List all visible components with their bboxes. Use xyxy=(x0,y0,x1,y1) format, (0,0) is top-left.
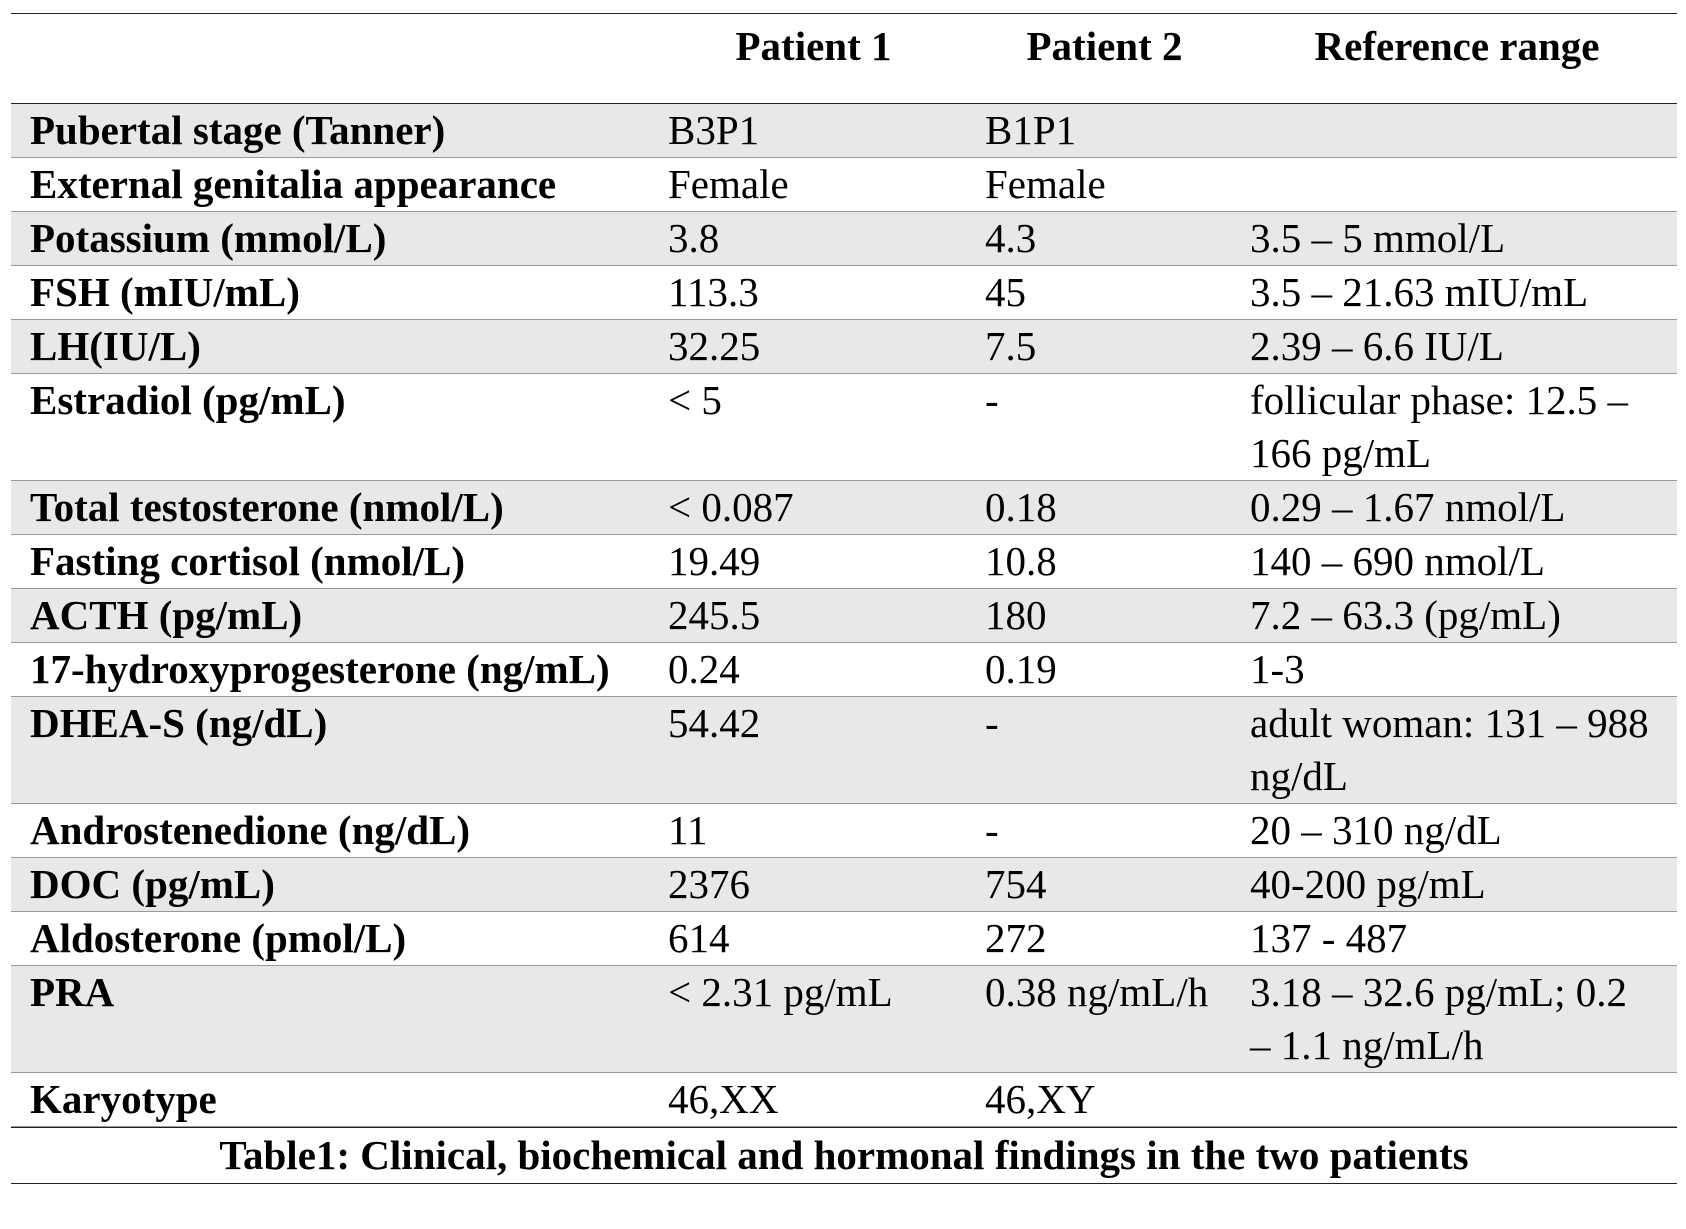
row-label: Total testosterone (nmol/L) xyxy=(11,480,655,535)
table-cell: 3.5 – 5 mmol/L xyxy=(1237,211,1677,266)
table-cell: < 5 xyxy=(655,373,972,481)
table-body: Pubertal stage (Tanner) B3P1 B1P1 External … xyxy=(11,103,1677,1127)
table-cell: 20 – 310 ng/dL xyxy=(1237,803,1677,858)
table-cell: 0.24 xyxy=(655,642,972,697)
table-row: Pubertal stage (Tanner) B3P1 B1P1 xyxy=(11,103,1677,158)
header-cell xyxy=(11,14,655,104)
row-label: Estradiol (pg/mL) xyxy=(11,373,655,481)
table-cell: 46,XX xyxy=(655,1072,972,1127)
table-row: FSH (mIU/mL) 113.3 45 3.5 – 21.63 mIU/mL xyxy=(11,265,1677,320)
table-cell: 137 - 487 xyxy=(1237,911,1677,966)
table-cell: Female xyxy=(972,157,1237,212)
table-cell: adult woman: 131 – 988 ng/dL xyxy=(1237,696,1677,804)
header-row: Patient 1 Patient 2 Reference range xyxy=(11,13,1677,104)
column-header: Patient 1 xyxy=(735,23,892,69)
table-cell: B1P1 xyxy=(972,103,1237,158)
table-cell: < 0.087 xyxy=(655,480,972,535)
table-cell: 7.2 – 63.3 (pg/mL) xyxy=(1237,588,1677,643)
table-row: Estradiol (pg/mL) < 5- follicular phase: 1… xyxy=(11,373,1677,481)
table-cell: 3.8 xyxy=(655,211,972,266)
table-row: Karyotype 46,XX 46,XY xyxy=(11,1072,1677,1127)
row-label: Potassium (mmol/L) xyxy=(11,211,655,266)
table-cell xyxy=(1237,1072,1677,1127)
table-caption: Table1: Clinical, biochemical and hormon… xyxy=(11,1127,1677,1184)
table-cell: Female xyxy=(655,157,972,212)
table-row: PRA < 2.31 pg/mL 0.38 ng/mL/h 3.18 – 32.6 p… xyxy=(11,965,1677,1073)
table-cell: 2.39 – 6.6 IU/L xyxy=(1237,319,1677,374)
table-cell: 0.38 ng/mL/h xyxy=(972,965,1237,1073)
table-cell xyxy=(1237,157,1677,212)
table-cell: 7.5 xyxy=(972,319,1237,374)
table-cell: 272 xyxy=(972,911,1237,966)
row-label: FSH (mIU/mL) xyxy=(11,265,655,320)
row-label: DOC (pg/mL) xyxy=(11,857,655,912)
table-cell: 54.42 xyxy=(655,696,972,804)
table-row: DHEA-S (ng/dL) 54.42- adult woman: 131 – 9… xyxy=(11,696,1677,804)
row-label: PRA xyxy=(11,965,655,1073)
table-cell xyxy=(1237,103,1677,158)
row-label: DHEA-S (ng/dL) xyxy=(11,696,655,804)
table-cell: 0.29 – 1.67 nmol/L xyxy=(1237,480,1677,535)
table-cell: 1-3 xyxy=(1237,642,1677,697)
table-cell: 3.5 – 21.63 mIU/mL xyxy=(1237,265,1677,320)
table-cell: 10.8 xyxy=(972,534,1237,589)
table-row: Potassium (mmol/L) 3.8 4.3 3.5 – 5 mmol/L xyxy=(11,211,1677,266)
table-cell: 11 xyxy=(655,803,972,858)
table-row: DOC (pg/mL) 2376 754 40-200 pg/mL xyxy=(11,857,1677,912)
table-cell: 32.25 xyxy=(655,319,972,374)
row-label: LH(IU/L) xyxy=(11,319,655,374)
table-cell: 754 xyxy=(972,857,1237,912)
document: Patient 1 Patient 2 Reference range Pubert… xyxy=(11,13,1677,1184)
table-row: Fasting cortisol (nmol/L) 19.49 10.8 140 – … xyxy=(11,534,1677,589)
table-cell: 614 xyxy=(655,911,972,966)
table-cell: B3P1 xyxy=(655,103,972,158)
row-label: Karyotype xyxy=(11,1072,655,1127)
table-row: LH(IU/L) 32.25 7.5 2.39 – 6.6 IU/L xyxy=(11,319,1677,374)
column-header: Patient 2 xyxy=(1026,23,1183,69)
row-label: 17-hydroxyprogesterone (ng/mL) xyxy=(11,642,655,697)
table-cell: 46,XY xyxy=(972,1072,1237,1127)
table-row: Total testosterone (nmol/L) < 0.087 0.18 0.… xyxy=(11,480,1677,535)
table-cell: 2376 xyxy=(655,857,972,912)
table-cell: 19.49 xyxy=(655,534,972,589)
table-header: Patient 1 Patient 2 Reference range xyxy=(11,13,1677,104)
table-cell: - xyxy=(972,373,1237,481)
table-cell: < 2.31 pg/mL xyxy=(655,965,972,1073)
row-label: Aldosterone (pmol/L) xyxy=(11,911,655,966)
table-cell: 45 xyxy=(972,265,1237,320)
table-cell: follicular phase: 12.5 – 166 pg/mL xyxy=(1237,373,1677,481)
table-row: ACTH (pg/mL) 245.5 180 7.2 – 63.3 (pg/mL) xyxy=(11,588,1677,643)
row-label: Fasting cortisol (nmol/L) xyxy=(11,534,655,589)
row-label: Androstenedione (ng/dL) xyxy=(11,803,655,858)
table-cell: 245.5 xyxy=(655,588,972,643)
table-cell: 3.18 – 32.6 pg/mL; 0.2 – 1.1 ng/mL/h xyxy=(1237,965,1677,1073)
findings-table: Patient 1 Patient 2 Reference range Pubert… xyxy=(11,13,1677,1127)
table-cell: 113.3 xyxy=(655,265,972,320)
column-header: Reference range xyxy=(1314,23,1600,69)
table-cell: 4.3 xyxy=(972,211,1237,266)
table-cell: 180 xyxy=(972,588,1237,643)
table-row: Androstenedione (ng/dL) 11-20 – 310 ng/dL xyxy=(11,803,1677,858)
table-row: External genitalia appearance Female Femal… xyxy=(11,157,1677,212)
table-row: Aldosterone (pmol/L) 614 272 137 - 487 xyxy=(11,911,1677,966)
row-label: External genitalia appearance xyxy=(11,157,655,212)
table-cell: 40-200 pg/mL xyxy=(1237,857,1677,912)
row-label: ACTH (pg/mL) xyxy=(11,588,655,643)
row-label: Pubertal stage (Tanner) xyxy=(11,103,655,158)
table-cell: - xyxy=(972,696,1237,804)
table-cell: 140 – 690 nmol/L xyxy=(1237,534,1677,589)
table-row: 17-hydroxyprogesterone (ng/mL) 0.24 0.19 1-… xyxy=(11,642,1677,697)
table-cell: 0.18 xyxy=(972,480,1237,535)
table-cell: - xyxy=(972,803,1237,858)
table-cell: 0.19 xyxy=(972,642,1237,697)
